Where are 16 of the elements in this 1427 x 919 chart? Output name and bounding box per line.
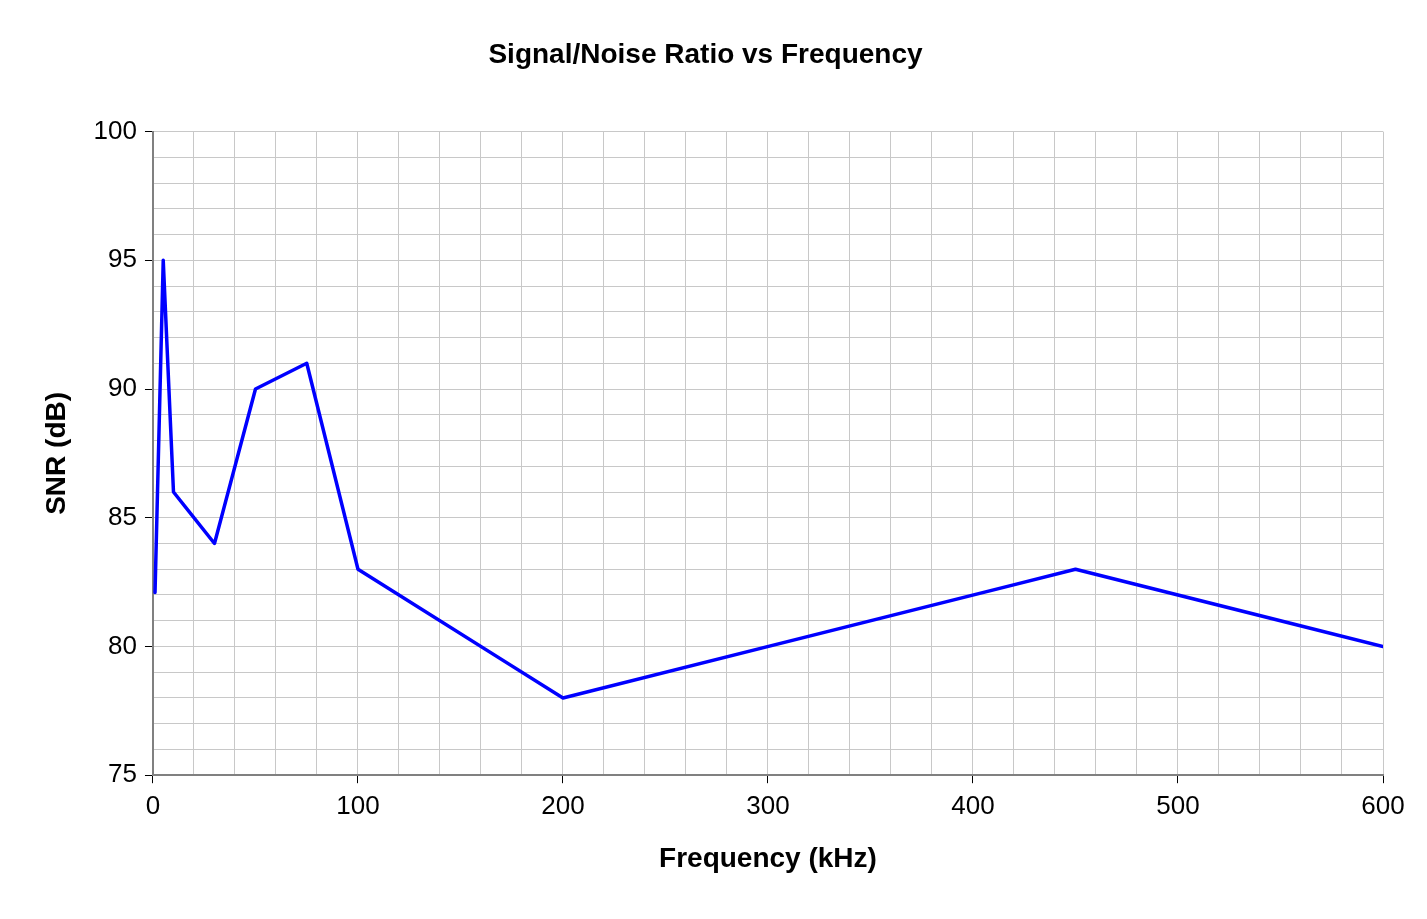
x-tick-label: 400 [951, 789, 995, 820]
y-tick-label: 100 [93, 114, 137, 145]
x-tick-label: 500 [1156, 789, 1200, 820]
y-tick-label: 85 [108, 500, 137, 531]
x-tick-label: 600 [1361, 789, 1405, 820]
y-tick-label: 80 [108, 629, 137, 660]
y-tick-label: 95 [108, 243, 137, 274]
x-tick-label: 300 [746, 789, 790, 820]
x-tick-label: 0 [145, 789, 161, 820]
x-tick-label: 100 [336, 789, 380, 820]
x-tick-label: 200 [541, 789, 585, 820]
y-tick-label: 75 [108, 758, 137, 789]
y-axis-title: SNR (dB) [39, 391, 71, 515]
y-tick-label: 90 [108, 372, 137, 403]
x-axis-title: Frequency (kHz) [659, 841, 877, 873]
chart-title: Signal/Noise Ratio vs Frequency [488, 37, 923, 69]
